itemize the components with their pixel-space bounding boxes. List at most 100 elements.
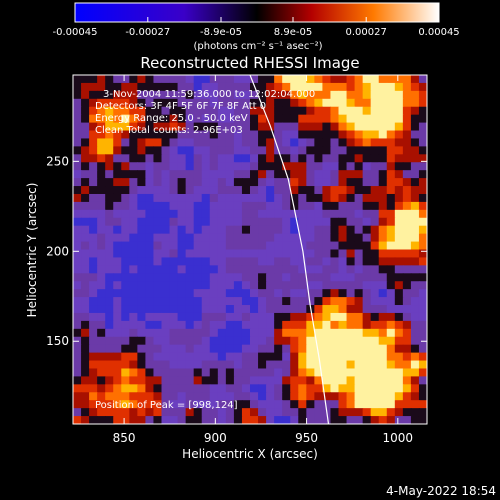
heatmap-cell	[330, 75, 340, 84]
heatmap-cell	[306, 233, 315, 243]
heatmap-cell	[314, 114, 324, 124]
heatmap-cell	[217, 320, 227, 330]
heatmap-cell	[193, 376, 203, 385]
heatmap-cell	[217, 273, 227, 282]
heatmap-cell	[145, 392, 155, 401]
heatmap-cell	[185, 225, 195, 235]
heatmap-cell	[338, 328, 348, 338]
heatmap-cell	[233, 257, 243, 266]
heatmap-cell	[258, 384, 267, 393]
heatmap-cell	[346, 312, 356, 322]
heatmap-cell	[402, 328, 412, 338]
heatmap-cell	[113, 186, 122, 195]
heatmap-cell	[346, 162, 356, 171]
heatmap-cell	[137, 217, 147, 227]
heatmap-cell	[346, 209, 356, 219]
heatmap-cell	[362, 138, 372, 147]
heatmap-cell	[217, 352, 227, 362]
heatmap-cell	[89, 297, 98, 306]
heatmap-cell	[97, 297, 106, 306]
heatmap-cell	[298, 297, 307, 306]
heatmap-cell	[378, 162, 388, 171]
heatmap-cell	[161, 281, 171, 290]
heatmap-cell	[169, 162, 179, 171]
heatmap-cell	[330, 297, 340, 306]
heatmap-cell	[145, 138, 155, 147]
heatmap-cell	[217, 344, 227, 354]
heatmap-cell	[105, 344, 114, 354]
heatmap-cell	[330, 273, 340, 282]
heatmap-cell	[266, 384, 275, 393]
heatmap-cell	[129, 344, 138, 354]
heatmap-cell	[129, 305, 138, 314]
heatmap-cell	[217, 297, 227, 306]
heatmap-cell	[193, 201, 203, 211]
heatmap-cell	[250, 154, 259, 163]
heatmap-cell	[274, 90, 283, 100]
heatmap-cell	[370, 368, 380, 378]
heatmap-cell	[121, 328, 130, 338]
heatmap-cell	[89, 320, 98, 330]
heatmap-cell	[322, 273, 332, 282]
heatmap-cell	[354, 305, 364, 314]
heatmap-cell	[338, 162, 348, 171]
heatmap-cell	[330, 146, 340, 155]
heatmap-cell	[410, 178, 420, 187]
heatmap-cell	[177, 75, 187, 84]
heatmap-cell	[201, 233, 211, 243]
heatmap-cell	[250, 178, 259, 187]
heatmap-cell	[121, 162, 130, 171]
heatmap-cell	[378, 249, 388, 259]
heatmap-cell	[274, 193, 283, 203]
heatmap-cell	[97, 328, 106, 338]
heatmap-cell	[97, 392, 106, 401]
heatmap-cell	[209, 384, 219, 393]
heatmap-cell	[410, 209, 420, 219]
heatmap-cell	[73, 75, 82, 84]
heatmap-cell	[322, 344, 332, 354]
heatmap-cell	[298, 249, 307, 259]
heatmap-cell	[217, 201, 227, 211]
heatmap-cell	[177, 225, 187, 235]
heatmap-cell	[274, 352, 283, 362]
heatmap-cell	[137, 281, 147, 290]
heatmap-cell	[169, 122, 179, 132]
heatmap-cell	[217, 193, 227, 203]
heatmap-cell	[153, 82, 163, 92]
heatmap-cell	[298, 312, 307, 322]
heatmap-cell	[354, 225, 364, 235]
heatmap-cell	[266, 114, 275, 124]
heatmap-cell	[258, 392, 267, 401]
heatmap-cell	[346, 408, 356, 417]
heatmap-cell	[354, 138, 364, 147]
heatmap-cell	[394, 344, 404, 354]
heatmap-cell	[298, 233, 307, 243]
heatmap-cell	[330, 360, 340, 370]
heatmap-cell	[137, 376, 147, 385]
heatmap-cell	[217, 225, 227, 235]
heatmap-cell	[410, 130, 420, 140]
heatmap-cell	[113, 344, 122, 354]
heatmap-cell	[225, 122, 235, 132]
heatmap-cell	[81, 273, 90, 282]
heatmap-cell	[113, 392, 122, 401]
heatmap-cell	[89, 273, 98, 282]
colorbar-tick-label: -8.9e-05	[200, 27, 242, 38]
heatmap-cell	[338, 344, 348, 354]
heatmap-cell	[402, 257, 412, 266]
heatmap-cell	[185, 265, 195, 274]
heatmap-cell	[306, 217, 315, 227]
heatmap-cell	[354, 217, 364, 227]
heatmap-cell	[185, 312, 195, 322]
heatmap-cell	[129, 90, 138, 100]
heatmap-cell	[97, 98, 106, 108]
heatmap-cell	[378, 416, 388, 424]
heatmap-cell	[105, 384, 114, 393]
heatmap-cell	[418, 352, 427, 362]
heatmap-cell	[346, 186, 356, 195]
heatmap-cell	[193, 297, 203, 306]
heatmap-cell	[394, 281, 404, 290]
heatmap-cell	[338, 82, 348, 92]
heatmap-cell	[89, 416, 98, 424]
heatmap-cell	[386, 122, 396, 132]
